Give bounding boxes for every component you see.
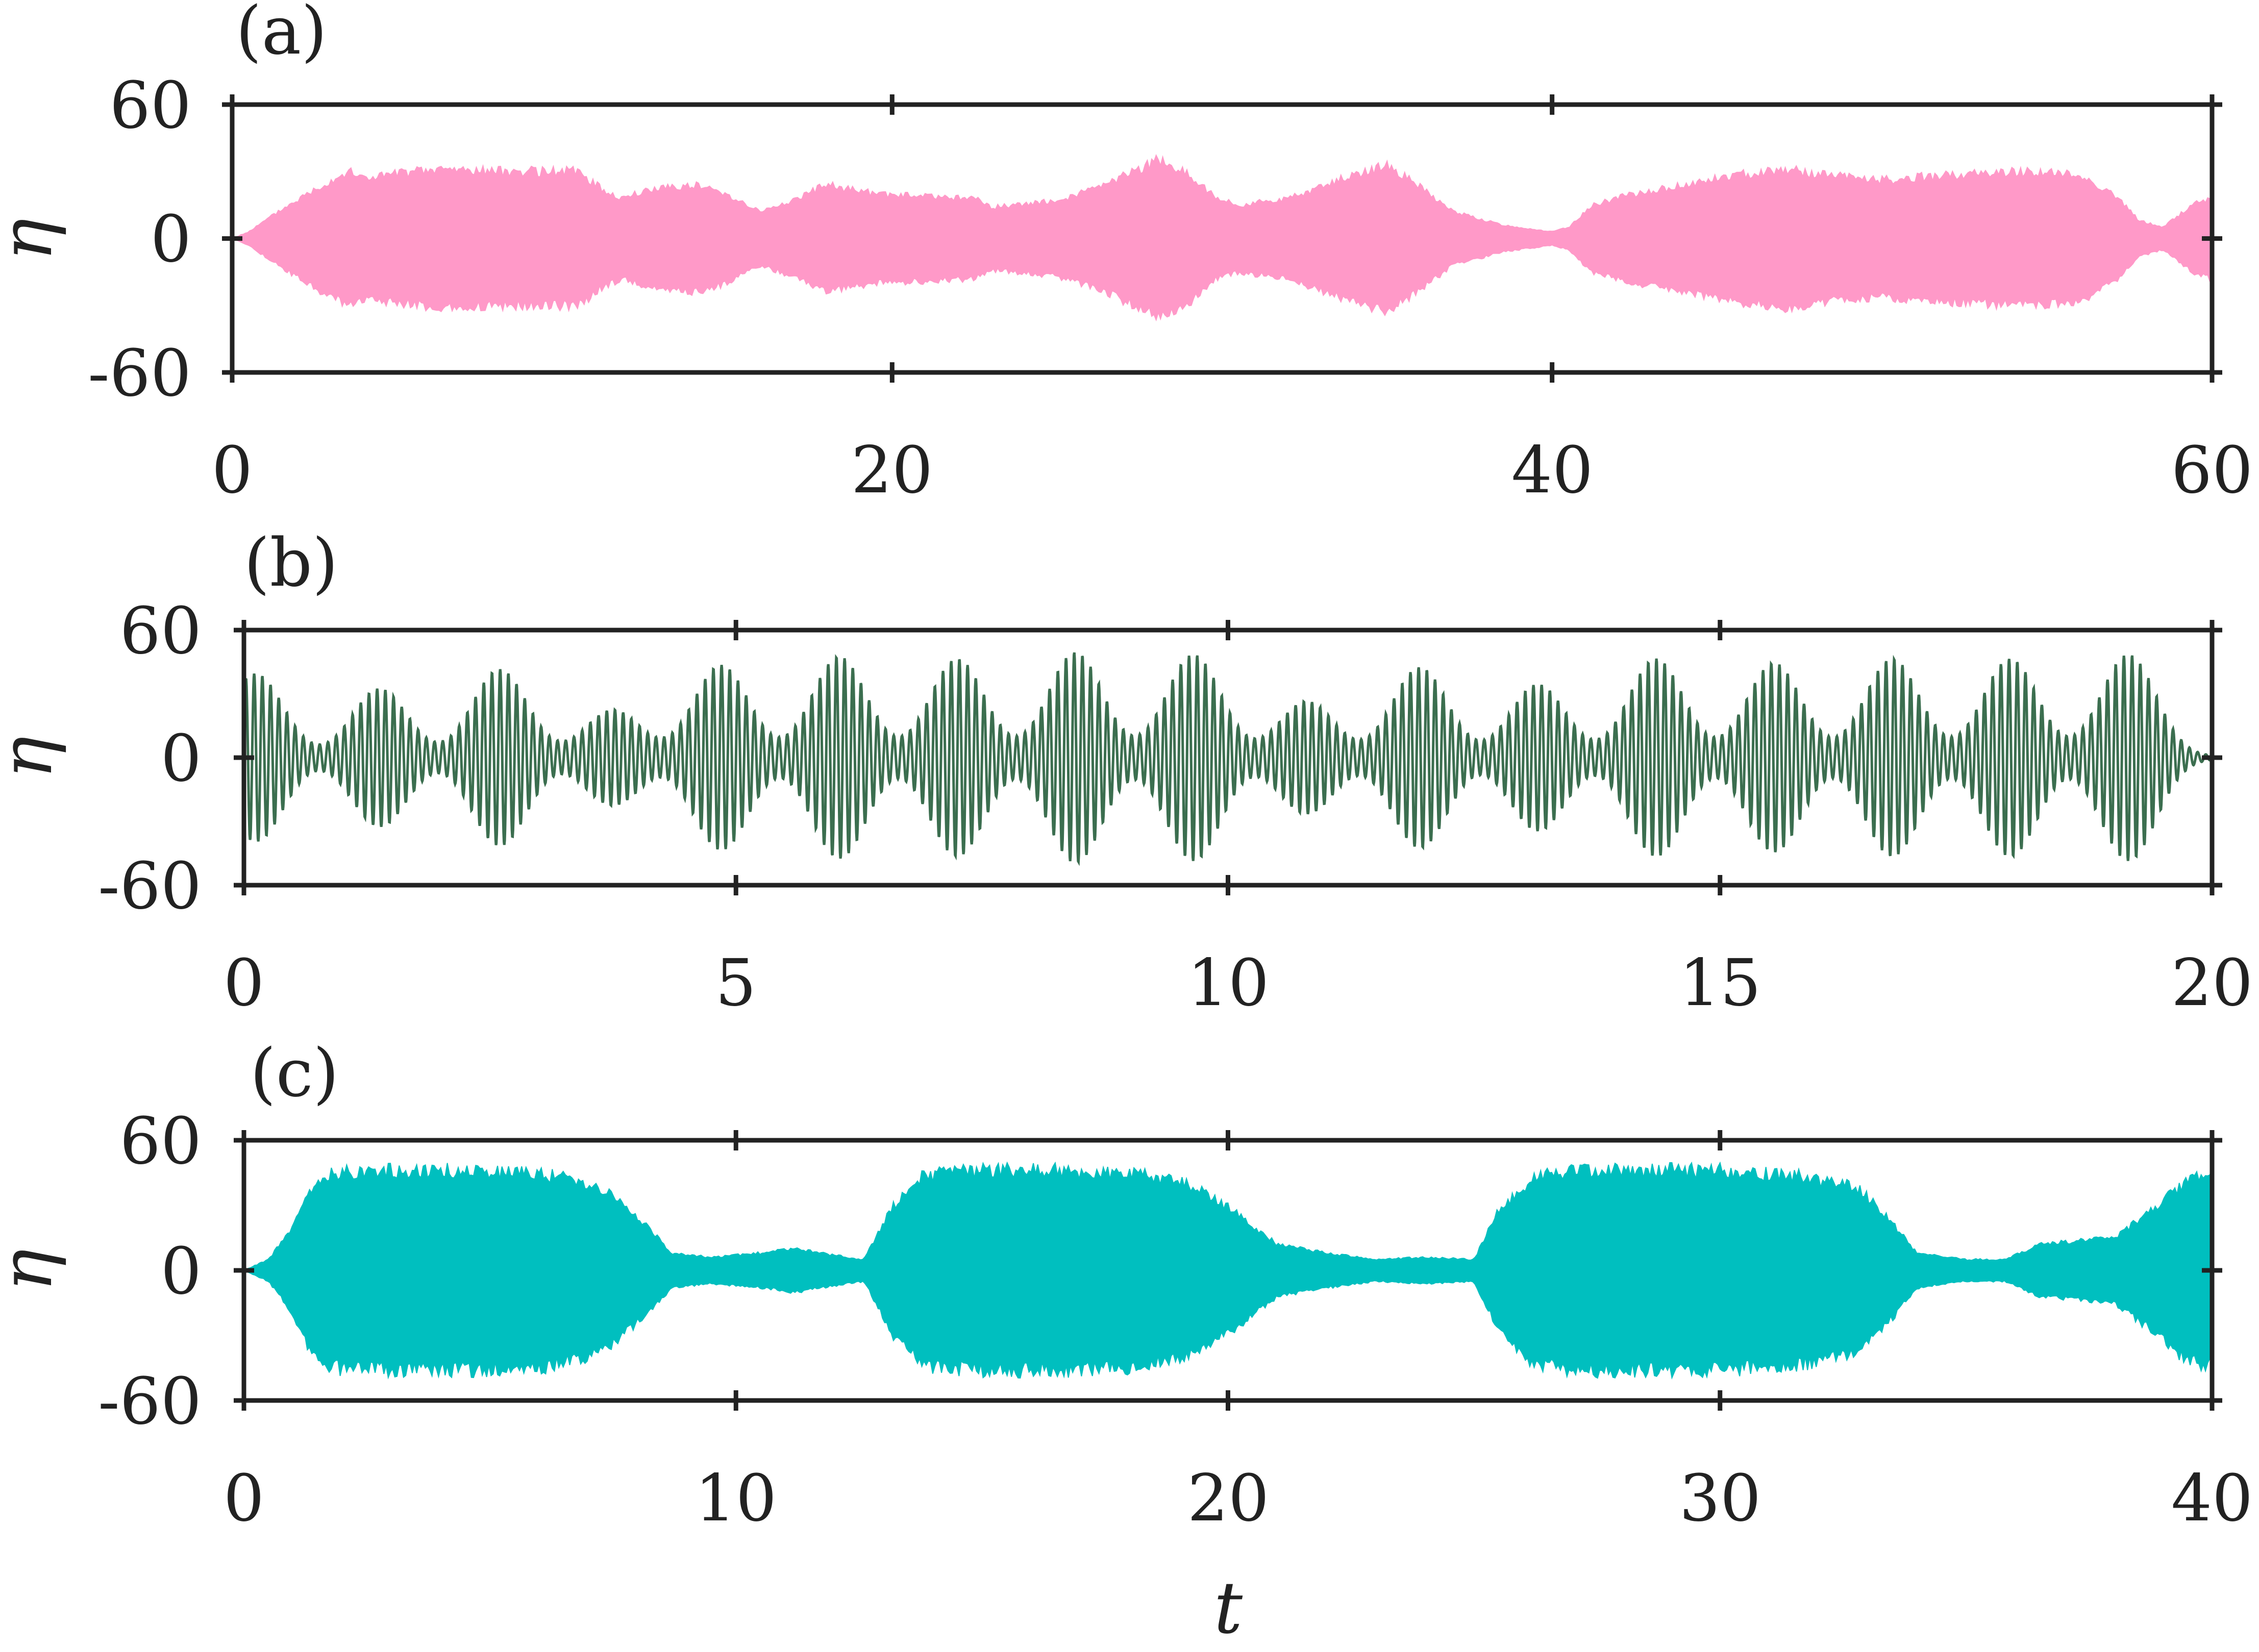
panel-b: (b) η 60 0 -60 0 5 10 15 20 — [0, 524, 2253, 1020]
panel-a-xtick-label: 0 — [212, 433, 253, 508]
panel-c-label: (c) — [250, 1034, 339, 1112]
panel-c-xlabel: t — [1214, 1567, 1243, 1650]
panel-c: (c) η 60 0 -60 0 10 20 30 40 t — [0, 1034, 2253, 1650]
panel-a-xtick-label: 20 — [851, 433, 933, 508]
series-0-signal — [231, 154, 2213, 322]
panel-a: (a) η 60 0 -60 0 20 40 60 — [0, 0, 2253, 508]
panel-c-ylabel: η — [0, 1249, 68, 1292]
panel-b-ticks — [234, 620, 2222, 895]
panel-b-xtick-label: 20 — [2171, 945, 2253, 1020]
panel-b-xtick-label: 0 — [224, 945, 264, 1020]
panel-c-xtick-label: 40 — [2171, 1461, 2253, 1536]
panel-a-series — [231, 154, 2213, 322]
panel-c-ytick-label: 0 — [161, 1234, 202, 1309]
panel-b-ytick-label: 0 — [161, 721, 202, 796]
panel-a-xtick-label: 40 — [1511, 433, 1593, 508]
panel-b-xtick-label: 10 — [1187, 945, 1269, 1020]
panel-b-series — [242, 652, 2214, 866]
series-2-signal — [242, 1161, 2213, 1380]
panel-c-ticks — [234, 1130, 2222, 1411]
panel-a-ytick-label: 60 — [110, 68, 191, 143]
panel-c-xtick-label: 10 — [695, 1461, 777, 1536]
panel-b-xtick-label: 15 — [1679, 945, 1761, 1020]
series-1-signal — [242, 652, 2214, 866]
panel-c-xtick-label: 30 — [1679, 1461, 1761, 1536]
panel-a-ticks — [222, 94, 2222, 383]
panel-c-ytick-label: -60 — [98, 1364, 202, 1439]
panel-c-series — [242, 1161, 2213, 1380]
panel-a-ytick-label: 0 — [151, 202, 191, 277]
panel-a-label: (a) — [236, 0, 327, 69]
panel-b-ylabel: η — [0, 736, 68, 779]
panel-c-xtick-label: 20 — [1187, 1461, 1269, 1536]
panel-b-ytick-label: -60 — [98, 848, 202, 923]
panel-a-xtick-label: 60 — [2171, 433, 2253, 508]
panel-b-ytick-label: 60 — [120, 593, 202, 668]
panel-b-label: (b) — [244, 524, 338, 602]
panel-b-xtick-label: 5 — [715, 945, 756, 1020]
panel-c-xtick-label: 0 — [224, 1461, 264, 1536]
panel-a-ylabel: η — [0, 218, 68, 261]
panel-a-ytick-label: -60 — [88, 336, 191, 411]
panel-c-ytick-label: 60 — [120, 1104, 202, 1179]
